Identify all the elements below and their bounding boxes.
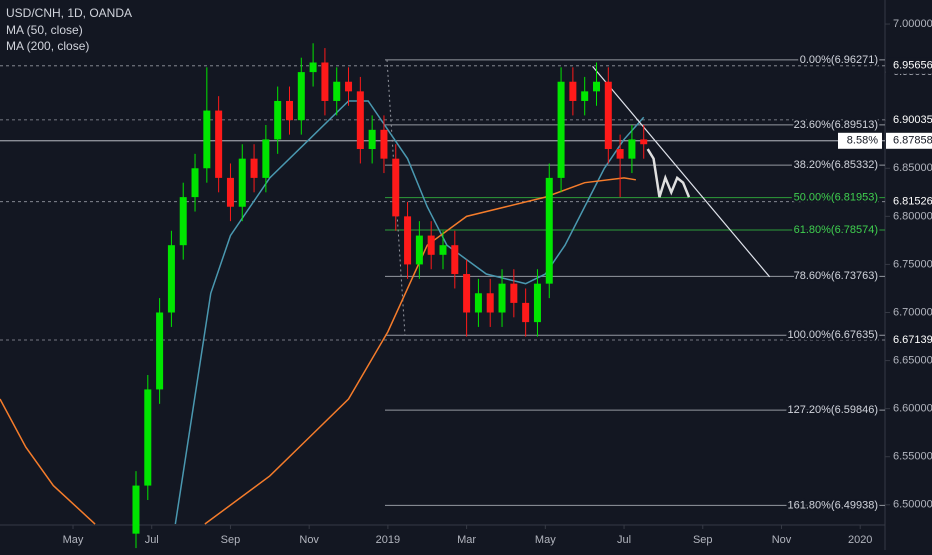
candle-body [309, 62, 317, 73]
y-tick-label: 6.55000 [893, 451, 932, 463]
x-tick-label: Jul [617, 534, 631, 546]
y-tick-label: 6.85000 [893, 162, 932, 174]
y-tick-label: 6.70000 [893, 306, 932, 318]
candle-body [167, 245, 175, 313]
fib-label: 38.20%(6.85332) [794, 159, 878, 171]
price-tag-bg [886, 332, 932, 349]
candle-body [522, 302, 530, 323]
indicator-label: MA (200, close) [6, 39, 89, 53]
candle-body [285, 100, 293, 121]
candle-body [498, 283, 506, 313]
candle-body [581, 91, 589, 101]
candle-body [640, 139, 648, 145]
x-tick-label: Jul [145, 534, 159, 546]
candle-body [356, 91, 364, 150]
y-tick-label: 6.65000 [893, 354, 932, 366]
candle-body [533, 283, 541, 323]
x-tick-label: May [535, 534, 556, 546]
x-tick-label: May [63, 534, 84, 546]
fib-label: 0.00%(6.96271) [800, 54, 878, 66]
candle-body [427, 235, 435, 255]
fib-label: 78.60%(6.73763) [794, 270, 878, 282]
current-price: 6.87858 [893, 135, 932, 147]
fib-label: 61.80%(6.78574) [794, 224, 878, 236]
candle-body [274, 100, 282, 140]
x-tick-label: Sep [221, 534, 241, 546]
candle-body [439, 245, 447, 255]
candle-body [132, 485, 140, 534]
candle-body [179, 197, 187, 246]
candle-body [463, 274, 471, 313]
fib-label: 100.00%(6.67635) [787, 329, 878, 341]
candle-body [451, 245, 459, 275]
candle-body [262, 139, 270, 178]
candle-body [592, 81, 600, 92]
fib-label: 127.20%(6.59846) [787, 404, 878, 416]
x-tick-label: 2020 [848, 534, 872, 546]
ma-line [174, 100, 645, 525]
price-tag: 6.90035 [893, 114, 932, 126]
candle-body [616, 149, 624, 159]
x-tick-label: Nov [772, 534, 792, 546]
candle-body [510, 283, 518, 303]
candle-body [486, 293, 494, 313]
ma-line [0, 177, 636, 525]
trend-line [592, 65, 771, 278]
price-tag-bg [886, 193, 932, 210]
indicator-label: MA (50, close) [6, 23, 83, 37]
candle-body [321, 62, 329, 101]
candle-body [368, 129, 376, 150]
price-tag: 6.67139 [893, 334, 932, 346]
change-label: 8.58% [847, 135, 878, 147]
candle-body [345, 81, 353, 92]
candle-body [474, 293, 482, 313]
candle-body [144, 389, 152, 486]
fib-label: 161.80%(6.49938) [787, 499, 878, 511]
plot-area [0, 43, 885, 549]
y-tick-label: 6.80000 [893, 210, 932, 222]
x-tick-label: 2019 [376, 534, 400, 546]
candle-body [545, 177, 553, 284]
chart-title: USD/CNH, 1D, OANDA [6, 6, 132, 20]
candle-body [215, 110, 223, 178]
x-tick-label: Mar [457, 534, 476, 546]
y-tick-label: 6.50000 [893, 499, 932, 511]
price-tag: 6.81526 [893, 196, 932, 208]
candle-body [203, 110, 211, 169]
change-bg [838, 132, 882, 149]
candle-body [226, 177, 234, 207]
candle-body [250, 158, 258, 178]
candle-body [569, 81, 577, 101]
candle-body [557, 81, 565, 178]
candle-body [380, 129, 388, 159]
candle-body [628, 139, 636, 159]
candle-body [404, 216, 412, 265]
candle-body [415, 235, 423, 265]
candle-body [238, 158, 246, 207]
ma-line [646, 148, 691, 198]
y-tick-label: 6.60000 [893, 403, 932, 415]
y-tick-label: 6.75000 [893, 258, 932, 270]
current-price-bg [886, 132, 932, 149]
x-tick-label: Nov [299, 534, 319, 546]
candle-body [156, 312, 164, 390]
price-tag: 6.95656 [893, 60, 932, 72]
fib-label: 50.00%(6.81953) [794, 191, 878, 203]
candle-body [333, 81, 341, 101]
price-tag-bg [886, 111, 932, 128]
x-tick-label: Sep [693, 534, 713, 546]
price-tag-bg [886, 57, 932, 74]
fib-label: 23.60%(6.89513) [794, 119, 878, 131]
fib-range [386, 59, 406, 336]
candle-body [392, 158, 400, 217]
candle-body [297, 72, 305, 121]
y-tick-label: 7.00000 [893, 18, 932, 30]
candle-body [191, 168, 199, 198]
candle-body [604, 81, 612, 150]
